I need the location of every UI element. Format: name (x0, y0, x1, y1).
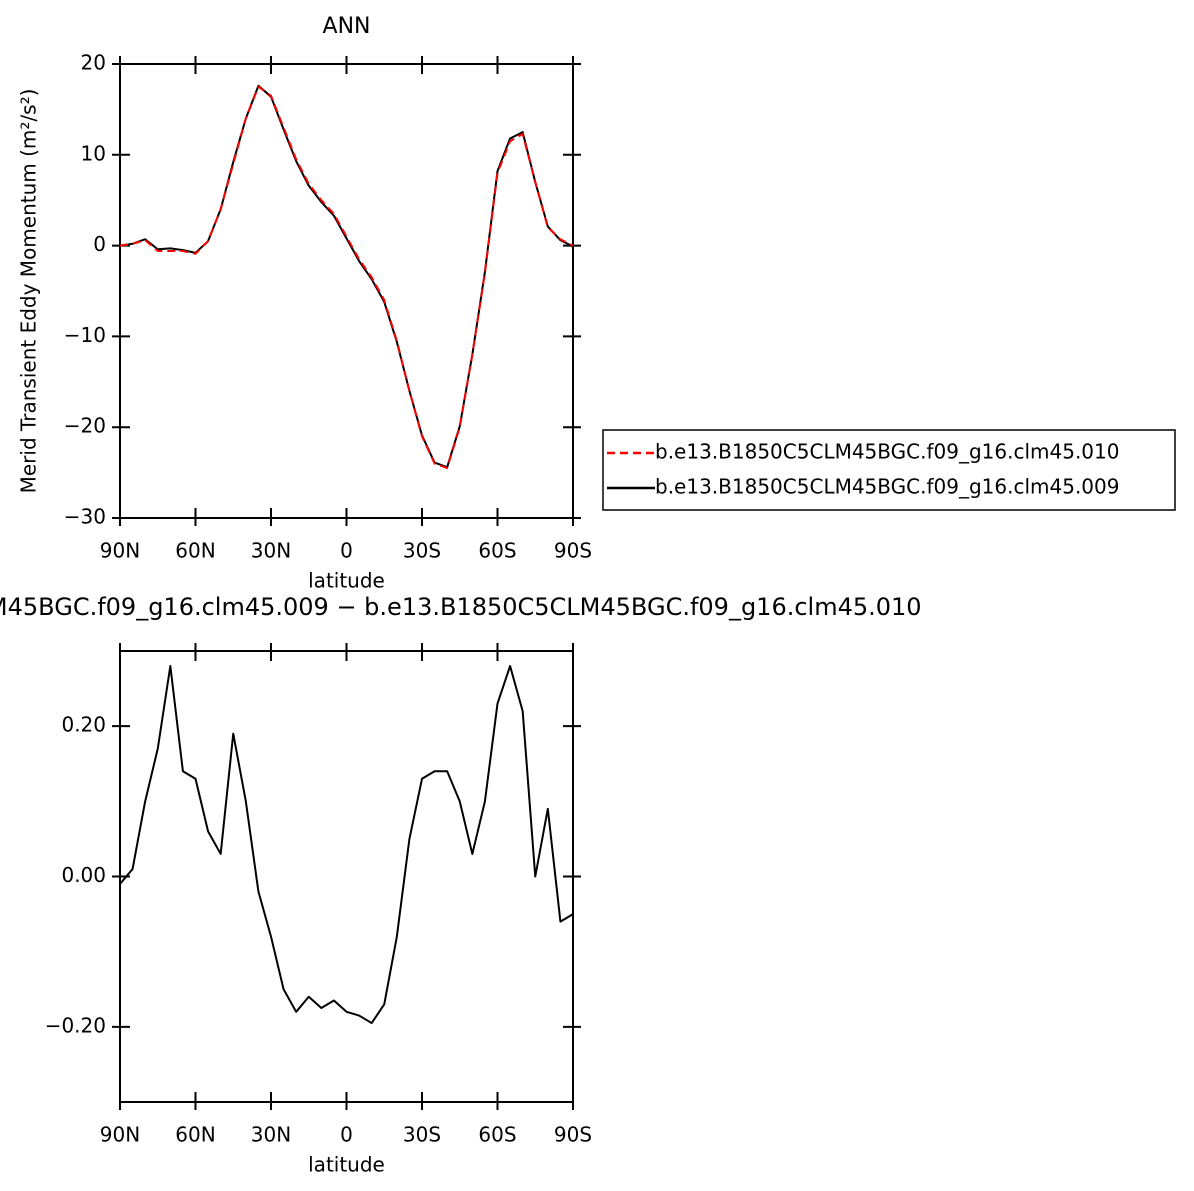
legend-label: b.e13.B1850C5CLM45BGC.f09_g16.clm45.009 (655, 475, 1119, 499)
x-tick-label: 90S (554, 1123, 592, 1147)
y-tick-label: −10 (64, 323, 106, 347)
x-axis-label: latitude (308, 1153, 385, 1177)
chart-title: b.e13.B1850C5CLM45BGC.f09_g16.clm45.009 … (0, 593, 922, 621)
y-tick-label: 0 (93, 232, 106, 256)
x-tick-label: 30N (251, 1123, 291, 1147)
y-tick-label: 0.00 (61, 863, 106, 887)
x-tick-label: 30S (403, 1123, 441, 1147)
legend-label: b.e13.B1850C5CLM45BGC.f09_g16.clm45.010 (655, 440, 1119, 464)
y-tick-label: 20 (81, 51, 106, 75)
chart-title: ANN (323, 14, 371, 39)
x-tick-label: 60N (175, 1123, 215, 1147)
x-tick-label: 90N (100, 1123, 140, 1147)
y-tick-label: 0.20 (61, 713, 106, 737)
y-tick-label: −30 (64, 505, 106, 529)
x-tick-label: 90S (554, 539, 592, 563)
plot-frame (119, 650, 574, 1103)
x-tick-label: 0 (340, 539, 353, 563)
data-line (119, 84, 574, 469)
x-tick-label: 60S (478, 539, 516, 563)
plot-frame (119, 63, 574, 519)
y-axis-label: Merid Transient Eddy Momentum (m²/s²) (17, 89, 41, 494)
x-tick-label: 90N (100, 539, 140, 563)
x-tick-label: 30N (251, 539, 291, 563)
data-line (119, 85, 574, 470)
x-tick-label: 30S (403, 539, 441, 563)
x-tick-label: 0 (340, 1123, 353, 1147)
data-line (119, 665, 574, 1025)
y-tick-label: −0.20 (45, 1013, 106, 1037)
x-tick-label: 60S (478, 1123, 516, 1147)
y-tick-label: −20 (64, 414, 106, 438)
y-axis-label: Merid Transient Eddy Momentum (m²/s²) (17, 674, 41, 1079)
x-tick-label: 60N (175, 539, 215, 563)
y-tick-label: 10 (81, 141, 106, 165)
legend-box (602, 429, 1176, 511)
x-axis-label: latitude (308, 569, 385, 593)
